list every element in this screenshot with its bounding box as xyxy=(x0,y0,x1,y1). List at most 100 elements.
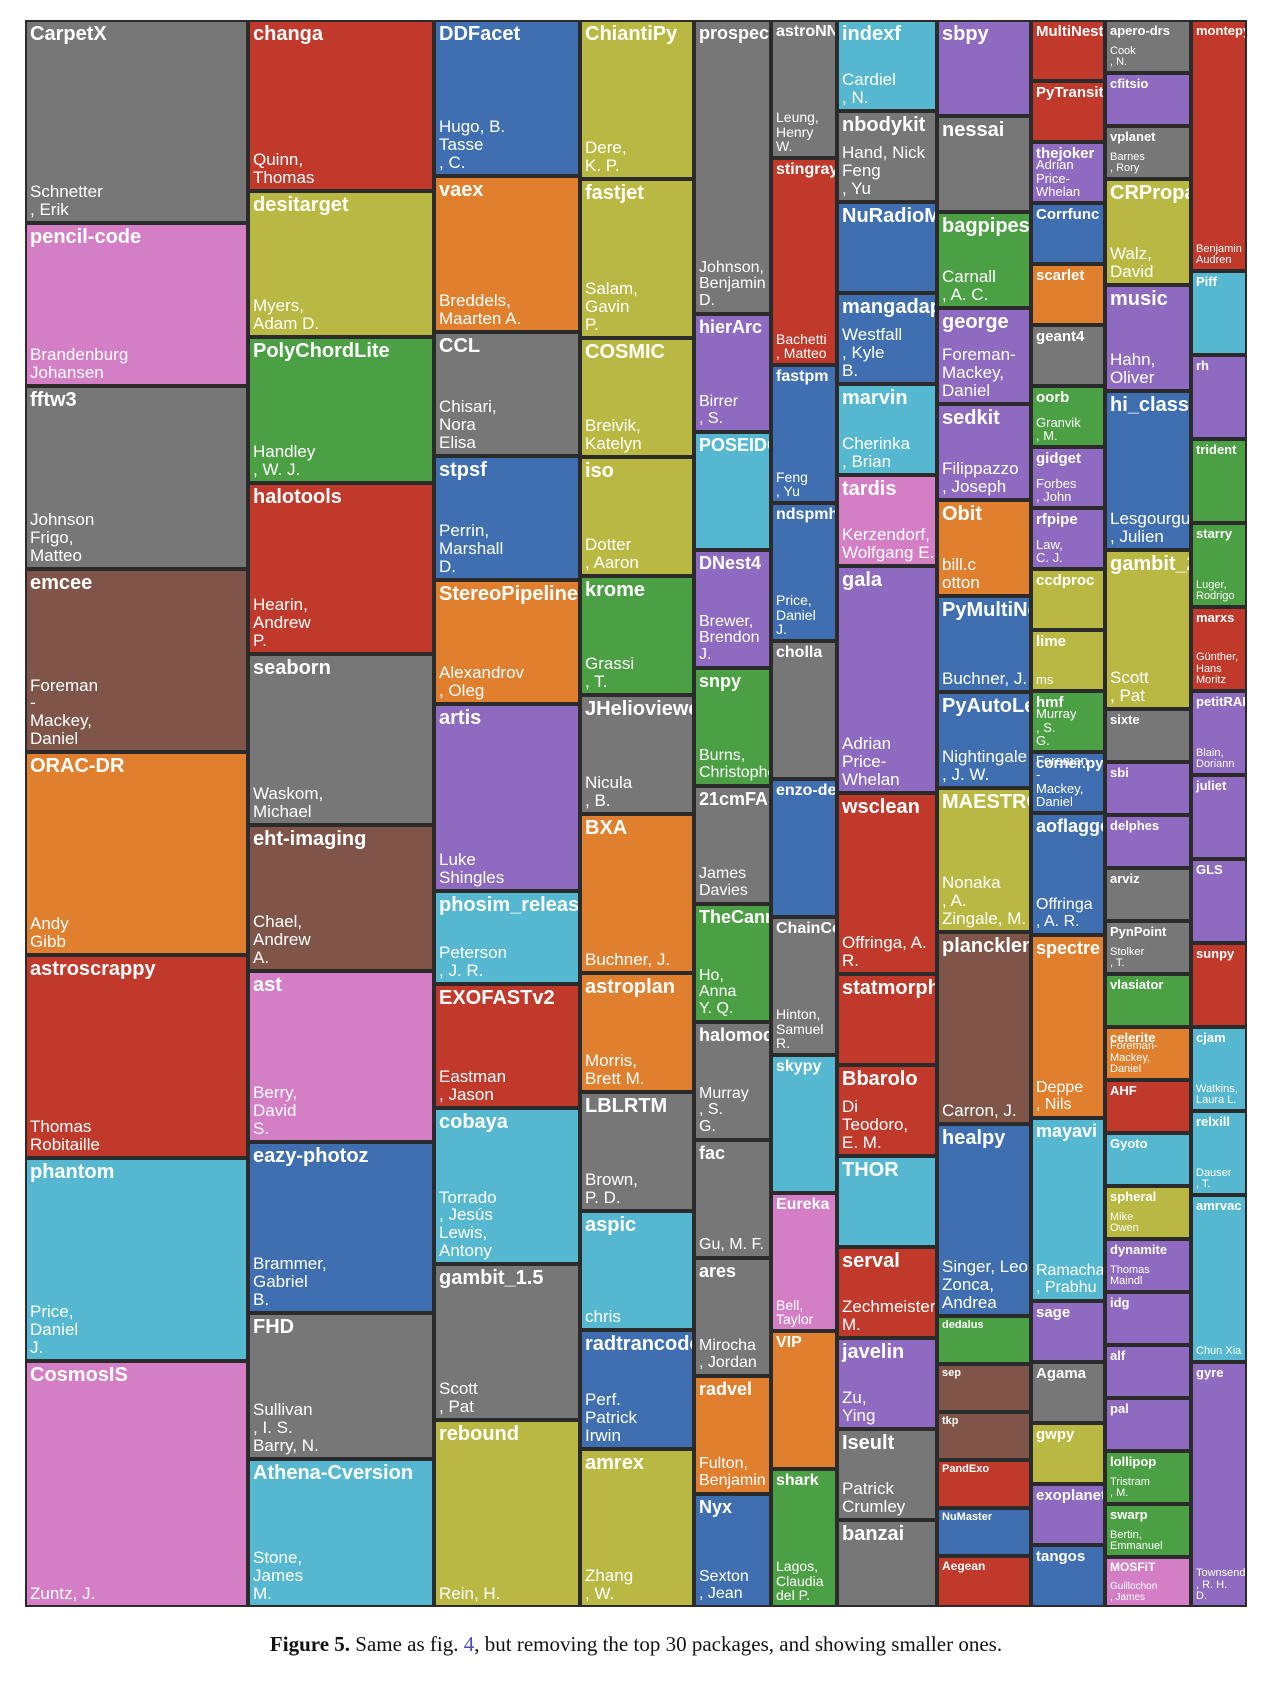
tile-package-label: tardis xyxy=(842,478,897,500)
tile-package-label: spectre xyxy=(1036,938,1101,958)
tile-author-label: Barnes , Rory xyxy=(1110,150,1145,175)
treemap-tile-exofastv2: EXOFASTv2 Eastman , Jason xyxy=(434,984,580,1108)
treemap-tile-fastpm: fastpm Feng , Yu xyxy=(771,365,837,503)
treemap-tile-gyoto: Gyoto xyxy=(1105,1133,1191,1186)
tile-package-label: snpy xyxy=(699,671,742,691)
tile-author-label: Waskom, Michael xyxy=(253,784,324,822)
tile-package-label: tangos xyxy=(1036,1548,1086,1565)
treemap-tile-lblrtm: LBLRTM Brown, P. D. xyxy=(580,1092,694,1211)
tile-author-label: Hinton, Samuel R. xyxy=(776,1005,824,1052)
tile-package-label: trident xyxy=(1196,442,1237,457)
tile-package-label: PyMultiNest xyxy=(942,599,1029,621)
tile-package-label: relxill xyxy=(1196,1114,1230,1129)
treemap-tile-banzai: banzai xyxy=(837,1520,937,1607)
tile-author-label: Handley , W. J. xyxy=(253,442,316,480)
caption-figure-reference[interactable]: 4 xyxy=(463,1632,475,1656)
treemap-tile-rh: rh xyxy=(1191,355,1247,439)
tile-package-label: CCL xyxy=(439,335,481,357)
treemap-tile-hi-class-public: hi_class_public Lesgourgues , Julien xyxy=(1105,391,1191,550)
tile-author-label: Watkins, Laura L. xyxy=(1196,1082,1238,1107)
tile-package-label: amrvac xyxy=(1196,1198,1242,1213)
tile-package-label: astroscrappy xyxy=(30,958,156,980)
tile-author-label: Cook , N. xyxy=(1110,44,1136,69)
tile-package-label: ORAC-DR xyxy=(30,755,125,777)
tile-package-label: Iseult xyxy=(842,1432,895,1454)
tile-author-label: Murray , S. G. xyxy=(1036,706,1077,749)
treemap-tile-corner-py: corner.py Foreman - Mackey, Daniel xyxy=(1031,752,1105,813)
tile-package-label: MultiNest xyxy=(1036,23,1104,40)
treemap-tile-nyx: Nyx Sexton , Jean xyxy=(694,1494,771,1607)
treemap-tile-stpsf: stpsf Perrin, Marshall D. xyxy=(434,456,580,580)
tile-author-label: Tristram , M. xyxy=(1110,1475,1150,1500)
tile-author-label: Peterson , J. R. xyxy=(439,943,508,981)
treemap-tile-sedkit: sedkit Filippazzo , Joseph xyxy=(937,404,1031,500)
tile-package-label: geant4 xyxy=(1036,328,1085,345)
treemap-tile-cobaya: cobaya Torrado , Jesús Lewis, Antony xyxy=(434,1108,580,1264)
treemap-tile-javelin: javelin Zu, Ying xyxy=(837,1338,937,1429)
tile-author-label: Eastman , Jason xyxy=(439,1067,507,1105)
tile-package-label: Corrfunc xyxy=(1036,206,1100,223)
tile-author-label: Zu, Ying xyxy=(842,1388,876,1426)
tile-author-label: Lagos, Claudia del P. xyxy=(776,1557,824,1604)
tile-author-label: Nicula , B. xyxy=(585,773,633,811)
tile-author-label: Ramachandran , Prabhu xyxy=(1036,1262,1105,1297)
treemap-tile-chiantipy: ChiantiPy Dere, K. P. xyxy=(580,20,694,179)
tile-package-label: spheral xyxy=(1110,1189,1157,1204)
tile-author-label: Granvik , M. xyxy=(1036,414,1081,444)
tile-package-label: marvin xyxy=(842,387,908,409)
treemap-tile-fastjet: fastjet Salam, Gavin P. xyxy=(580,179,694,338)
treemap-tile-artis: artis Luke Shingles xyxy=(434,704,580,891)
tile-package-label: EXOFASTv2 xyxy=(439,987,555,1009)
tile-package-label: gambit_2.6 xyxy=(1110,553,1189,575)
treemap-tile-bxa: BXA Buchner, J. xyxy=(580,814,694,973)
tile-author-label: Buchner, J. xyxy=(942,669,1028,689)
tile-package-label: DDFacet xyxy=(439,23,521,45)
treemap-tile-enzo-dev: enzo-dev xyxy=(771,779,837,917)
caption-text-end: , but removing the top 30 packages, and … xyxy=(474,1632,1003,1656)
treemap-tile-iseult: Iseult Patrick Crumley xyxy=(837,1429,937,1520)
tile-author-label: Carron, J. xyxy=(942,1101,1017,1121)
treemap-tile-seaborn: seaborn Waskom, Michael xyxy=(248,654,434,825)
treemap-tile-aoflagger: aoflagger Offringa , A. R. xyxy=(1031,813,1105,935)
treemap-tile-serval: serval Zechmeister, M. xyxy=(837,1247,937,1338)
tile-package-label: TheCannon xyxy=(699,907,769,927)
treemap-tile-fftw3: fftw3 Johnson Frigo, Matteo xyxy=(25,386,248,569)
tile-package-label: plancklens xyxy=(942,935,1029,957)
tile-package-label: celerite xyxy=(1110,1030,1156,1045)
tile-author-label: Sullivan , I. S. Barry, N. xyxy=(253,1400,319,1456)
tile-package-label: fftw3 xyxy=(30,389,77,411)
tile-author-label: Law, C. J. xyxy=(1036,536,1063,566)
tile-author-label: Offringa , A. R. xyxy=(1036,896,1093,931)
treemap-tile-gidget: gidget Forbes , John xyxy=(1031,447,1105,508)
treemap-tile-changa: changa Quinn, Thomas xyxy=(248,20,434,191)
treemap-tile-gala: gala Adrian Price- Whelan xyxy=(837,566,937,793)
tile-package-label: Aegean xyxy=(942,1559,986,1573)
treemap-tile-chainconsumer: ChainConsumer Hinton, Samuel R. xyxy=(771,917,837,1055)
tile-package-label: CarpetX xyxy=(30,23,107,45)
tile-package-label: enzo-dev xyxy=(776,782,837,799)
treemap-tile-skypy: skypy xyxy=(771,1055,837,1193)
treemap-tile-statmorph: statmorph xyxy=(837,974,937,1065)
treemap-tile-krome: krome Grassi , T. xyxy=(580,576,694,695)
treemap-tile-corrfunc: Corrfunc xyxy=(1031,203,1105,264)
treemap-tile-healpy: healpy Singer, Leo Zonca, Andrea xyxy=(937,1124,1031,1316)
tile-author-label: Buchner, J. xyxy=(585,950,671,970)
tile-author-label: Foreman- Mackey, Daniel xyxy=(1110,1040,1158,1076)
tile-package-label: changa xyxy=(253,23,324,45)
tile-package-label: Agama xyxy=(1036,1365,1087,1382)
tile-package-label: 21cmFAST xyxy=(699,789,769,809)
treemap-tile-mangadap: mangadap Westfall , Kyle B. xyxy=(837,293,937,384)
treemap-tile-ccdproc: ccdproc xyxy=(1031,569,1105,630)
treemap-tile-aspic: aspic chris xyxy=(580,1211,694,1330)
tile-author-label: Myers, Adam D. xyxy=(253,296,320,334)
treemap-tile-marxs: marxs Günther, Hans Moritz xyxy=(1191,607,1247,691)
treemap-tile-stingray: stingray Bachetti , Matteo xyxy=(771,158,837,365)
tile-author-label: Chun Xia xyxy=(1196,1345,1242,1358)
treemap-tile-bagpipes: bagpipes Carnall , A. C. xyxy=(937,212,1031,308)
tile-package-label: gala xyxy=(842,569,883,591)
tile-package-label: phantom xyxy=(30,1161,115,1183)
tile-author-label: Foreman- Mackey, Daniel xyxy=(942,345,1016,401)
tile-package-label: StereoPipeline xyxy=(439,583,578,605)
tile-package-label: cholla xyxy=(776,644,823,661)
treemap-tile-piff: Piff xyxy=(1191,271,1247,355)
